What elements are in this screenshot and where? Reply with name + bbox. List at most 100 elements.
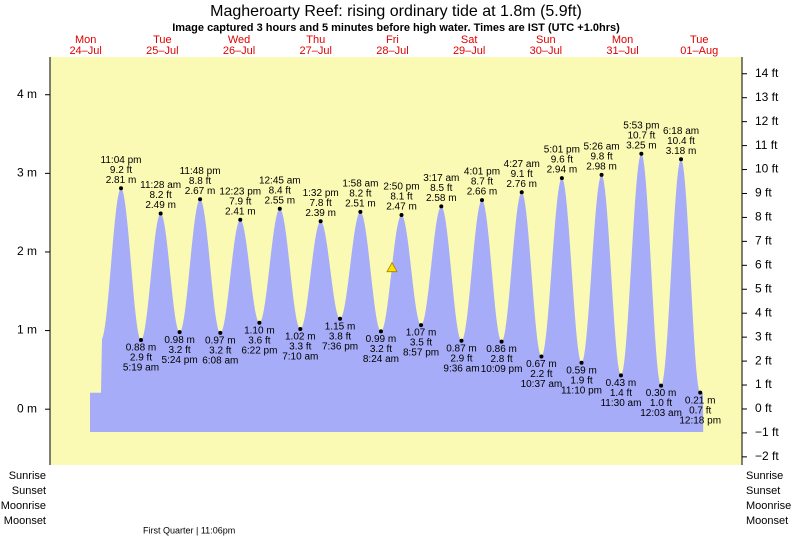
row-label-left: Sunset bbox=[12, 485, 46, 497]
day-label: Tue bbox=[690, 34, 709, 46]
date-label: 01–Aug bbox=[680, 45, 718, 57]
tide-meters: 3.18 m bbox=[666, 146, 697, 157]
high-tide-point bbox=[318, 219, 323, 224]
day-label: Mon bbox=[612, 34, 633, 46]
y2-tick-label: 3 ft bbox=[755, 329, 772, 343]
low-tide-point bbox=[298, 327, 303, 331]
tide-time: 11:28 am bbox=[140, 180, 181, 191]
tide-meters: 0.98 m bbox=[164, 335, 195, 346]
tide-feet: 1.0 ft bbox=[650, 398, 672, 409]
tide-time: 6:08 am bbox=[202, 356, 238, 367]
tide-meters: 2.39 m bbox=[305, 208, 336, 219]
tide-time: 6:22 pm bbox=[241, 345, 277, 356]
high-tide-point bbox=[559, 176, 564, 181]
tide-feet: 8.2 ft bbox=[349, 189, 371, 200]
high-tide-point bbox=[679, 157, 684, 162]
tide-time: 7:36 pm bbox=[322, 341, 358, 352]
y-tick-label: 3 m bbox=[17, 166, 37, 180]
low-tide-point bbox=[419, 323, 424, 328]
y2-tick-label: 13 ft bbox=[755, 90, 779, 104]
day-label: Sat bbox=[461, 34, 478, 46]
tide-feet: 9.6 ft bbox=[551, 155, 573, 166]
tide-meters: 2.67 m bbox=[185, 186, 216, 197]
y2-tick-label: −2 ft bbox=[755, 449, 779, 463]
moon-phase: First Quarter | 11:06pm bbox=[143, 525, 235, 535]
day-label: Mon bbox=[75, 34, 96, 46]
tide-feet: 3.2 ft bbox=[209, 346, 231, 357]
tide-meters: 0.21 m bbox=[685, 395, 716, 406]
tide-meters: 2.66 m bbox=[467, 187, 498, 198]
tide-time: 4:01 pm bbox=[464, 167, 500, 178]
row-label-right: Moonrise bbox=[746, 500, 791, 512]
tide-time: 3:17 am bbox=[423, 173, 459, 184]
date-label: 31–Jul bbox=[606, 45, 638, 57]
y2-tick-label: 9 ft bbox=[755, 186, 772, 200]
high-tide-point bbox=[599, 172, 604, 177]
tide-time: 5:24 pm bbox=[162, 355, 198, 366]
tide-meters: 2.41 m bbox=[225, 206, 256, 217]
tide-meters: 2.98 m bbox=[586, 162, 617, 173]
tide-meters: 2.58 m bbox=[426, 193, 457, 204]
high-tide-point bbox=[399, 213, 404, 218]
y-tick-label: 4 m bbox=[17, 87, 37, 101]
high-tide-point bbox=[358, 209, 363, 214]
low-tide-point bbox=[659, 383, 664, 388]
day-label: Wed bbox=[228, 34, 250, 46]
tide-meters: 0.30 m bbox=[646, 388, 677, 399]
date-label: 25–Jul bbox=[146, 45, 178, 57]
y2-tick-label: 2 ft bbox=[755, 353, 772, 367]
tide-feet: 1.4 ft bbox=[610, 388, 632, 399]
low-tide-point bbox=[499, 339, 504, 344]
tide-meters: 0.88 m bbox=[126, 343, 157, 354]
tide-feet: 8.4 ft bbox=[269, 185, 291, 196]
tide-meters: 2.51 m bbox=[345, 199, 376, 210]
tide-time: 11:30 am bbox=[600, 398, 641, 409]
low-tide-point bbox=[218, 330, 223, 335]
tide-time: 8:57 pm bbox=[403, 348, 439, 359]
tide-time: 1:32 pm bbox=[303, 188, 339, 199]
tide-feet: 7.9 ft bbox=[229, 196, 251, 207]
tide-meters: 1.15 m bbox=[325, 321, 356, 332]
tide-feet: 2.8 ft bbox=[490, 354, 512, 365]
low-tide-point bbox=[177, 330, 182, 335]
date-label: 24–Jul bbox=[69, 45, 101, 57]
low-tide-point bbox=[459, 338, 464, 343]
high-tide-point bbox=[639, 151, 644, 156]
y2-tick-label: 5 ft bbox=[755, 281, 772, 295]
high-tide-point bbox=[158, 211, 163, 216]
day-label: Tue bbox=[153, 34, 172, 46]
tide-time: 9:36 am bbox=[443, 363, 479, 374]
date-label: 30–Jul bbox=[530, 45, 562, 57]
tide-meters: 3.25 m bbox=[626, 140, 657, 151]
tide-feet: 1.9 ft bbox=[570, 375, 592, 386]
tide-time: 5:26 am bbox=[583, 142, 619, 153]
y2-tick-label: 11 ft bbox=[755, 138, 778, 152]
tide-time: 6:18 am bbox=[663, 126, 699, 137]
y2-tick-label: 10 ft bbox=[755, 162, 779, 176]
tide-meters: 2.55 m bbox=[265, 195, 296, 206]
high-tide-point bbox=[519, 190, 524, 195]
tide-meters: 0.43 m bbox=[606, 378, 637, 389]
y2-tick-label: 14 ft bbox=[755, 66, 779, 80]
y2-tick-label: 1 ft bbox=[755, 377, 772, 391]
tide-meters: 1.07 m bbox=[406, 328, 437, 339]
tide-feet: 7.8 ft bbox=[310, 198, 332, 209]
high-tide-point bbox=[198, 197, 203, 202]
chart-subtitle: Image captured 3 hours and 5 minutes bef… bbox=[172, 22, 620, 34]
row-label-left: Moonset bbox=[4, 515, 46, 527]
low-tide-point bbox=[257, 320, 262, 325]
y2-tick-label: 12 ft bbox=[755, 114, 779, 128]
day-label: Sun bbox=[536, 34, 556, 46]
tide-time: 5:53 pm bbox=[623, 120, 659, 131]
y-tick-label: 1 m bbox=[17, 323, 37, 337]
tide-time: 7:10 am bbox=[282, 352, 318, 363]
tide-meters: 0.87 m bbox=[446, 343, 477, 354]
tide-time: 12:18 pm bbox=[679, 415, 721, 426]
date-label: 27–Jul bbox=[300, 45, 332, 57]
tide-meters: 1.10 m bbox=[244, 325, 275, 336]
date-label: 26–Jul bbox=[223, 45, 255, 57]
tide-time: 4:27 am bbox=[504, 159, 540, 170]
tide-feet: 3.6 ft bbox=[248, 335, 270, 346]
tide-time: 5:01 pm bbox=[544, 145, 580, 156]
